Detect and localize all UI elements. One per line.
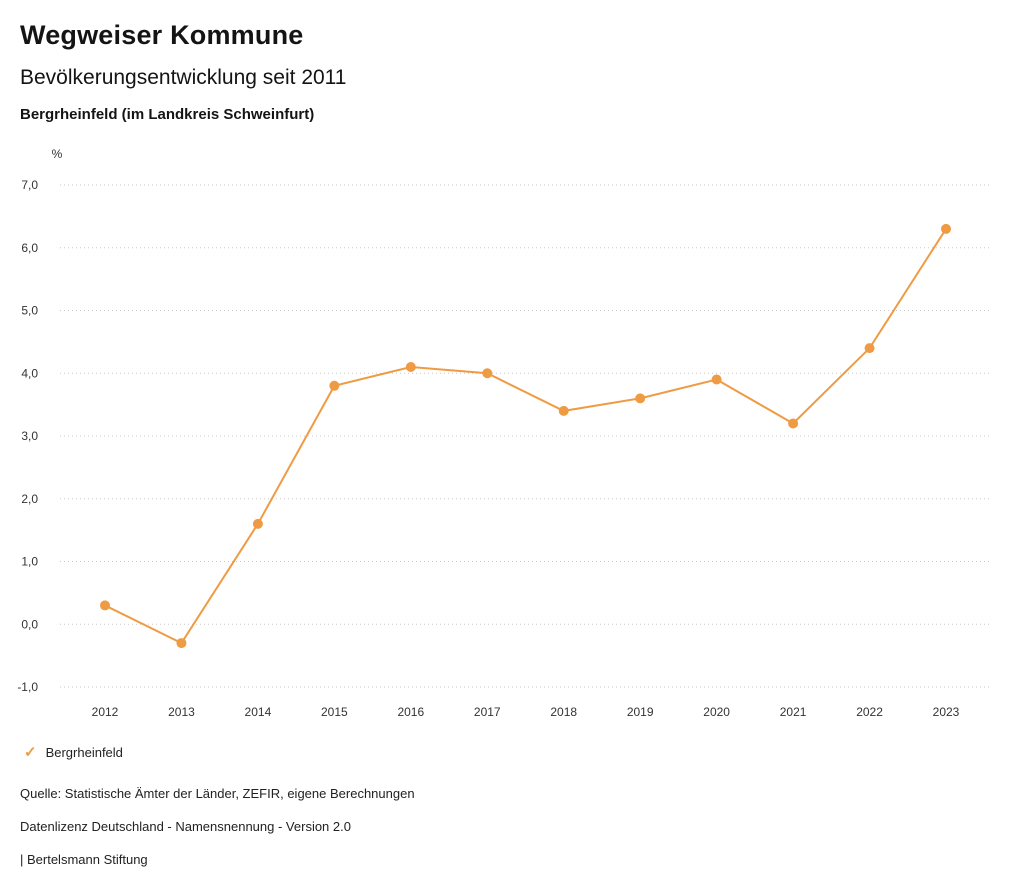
data-point[interactable] [941,223,951,234]
x-tick-label: 2013 [168,705,195,719]
y-tick-label: 5,0 [21,304,38,318]
population-line-chart: % 7,0 6,0 5,0 4,0 3,0 2,0 1,0 0,0 -1,0 2012 2013 201… [0,138,1024,730]
x-tick-label: 2019 [627,705,654,719]
y-tick-label: 1,0 [21,555,38,569]
data-point[interactable] [482,368,493,379]
y-tick-label: 2,0 [21,492,38,506]
chart-title: Bevölkerungsentwicklung seit 2011 [20,66,347,89]
attribution-text: | Bertelsmann Stiftung [20,852,148,867]
data-point[interactable] [329,380,340,391]
data-point[interactable] [788,418,799,429]
x-tick-label: 2017 [474,705,501,719]
y-tick-label: 3,0 [21,429,38,443]
data-point[interactable] [558,405,569,416]
y-tick-label: -1,0 [17,680,38,694]
legend-item-bergrheinfeld[interactable]: ✓ Bergrheinfeld [24,745,123,760]
x-tick-label: 2015 [321,705,348,719]
x-tick-label: 2020 [703,705,730,719]
x-tick-label: 2022 [856,705,883,719]
y-tick-label: 7,0 [21,178,38,192]
data-point[interactable] [711,374,722,385]
data-point[interactable] [100,600,110,611]
y-tick-label: 4,0 [21,366,38,380]
chart-footer: Quelle: Statistische Ämter der Länder, Z… [20,786,415,885]
data-point[interactable] [635,393,646,404]
data-point[interactable] [405,361,416,372]
data-point[interactable] [864,343,875,354]
chart-header: Wegweiser Kommune Bevölkerungsentwicklun… [0,0,1024,123]
y-tick-label: 6,0 [21,241,38,255]
x-tick-label: 2014 [245,705,272,719]
x-tick-label: 2016 [397,705,424,719]
license-text: Datenlizenz Deutschland - Namensnennung … [20,819,351,834]
y-axis-unit-label: % [52,147,63,161]
series-line [104,228,947,645]
x-tick-label: 2018 [550,705,577,719]
x-tick-label: 2021 [780,705,807,719]
check-icon: ✓ [24,744,37,761]
source-text: Quelle: Statistische Ämter der Länder, Z… [20,786,415,801]
x-tick-label: 2023 [933,705,960,719]
data-point[interactable] [252,518,263,529]
x-tick-label: 2012 [92,705,119,719]
legend-label: Bergrheinfeld [45,745,123,760]
app-title: Wegweiser Kommune [20,20,304,50]
chart-canvas: % 7,0 6,0 5,0 4,0 3,0 2,0 1,0 0,0 -1,0 2012 2013 201… [17,147,992,719]
y-tick-label: 0,0 [21,617,38,631]
data-point[interactable] [176,638,187,649]
region-subtitle: Bergrheinfeld (im Landkreis Schweinfurt) [20,106,315,123]
